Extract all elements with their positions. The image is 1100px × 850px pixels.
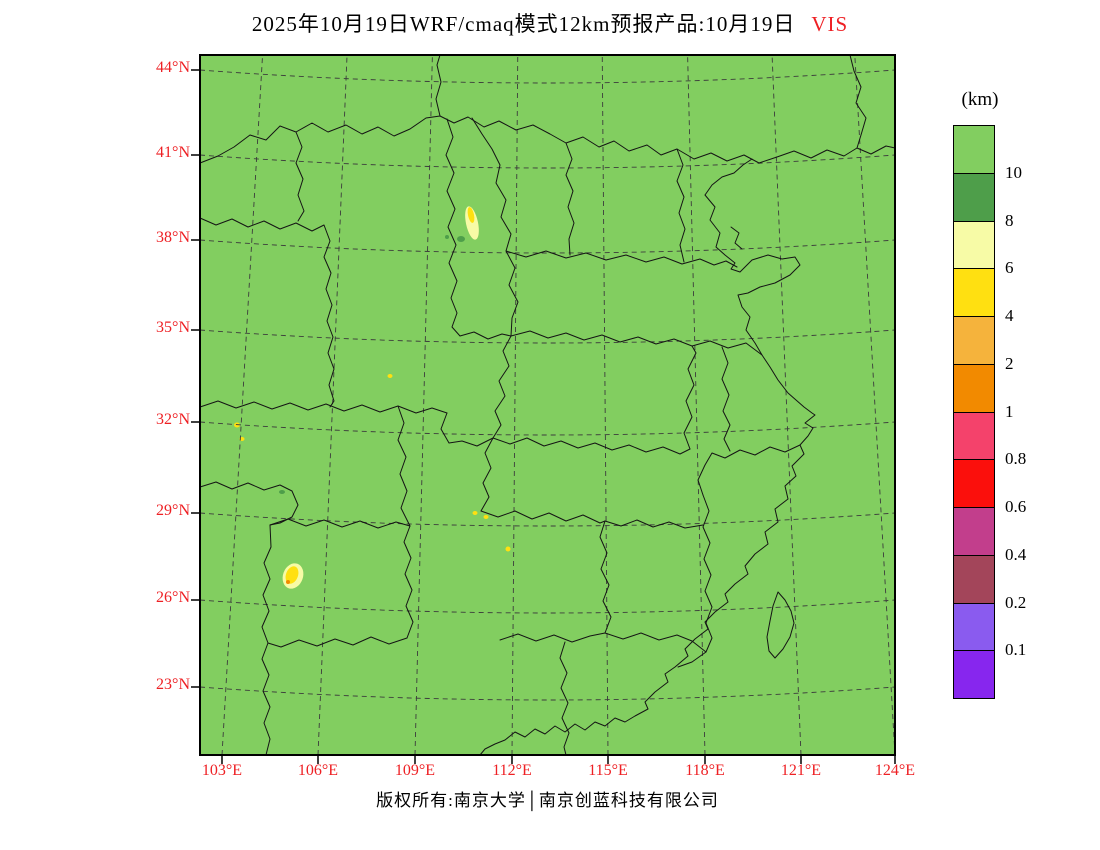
colorbar-cell-11 xyxy=(953,650,995,699)
map-area xyxy=(191,54,896,764)
colorbar-tick-label: 0.1 xyxy=(1005,640,1027,660)
boundary-path xyxy=(199,481,299,526)
lon-axis-label: 124°E xyxy=(874,762,916,779)
colorbar-tick-label: 10 xyxy=(1005,162,1022,182)
title-text: 2025年10月19日WRF/cmaq模式12km预报产品:10月19日 xyxy=(251,12,796,36)
colorbar-cell-0 xyxy=(953,125,995,174)
lon-axis-label: 106°E xyxy=(297,762,339,779)
boundary-path xyxy=(766,591,795,659)
colorbar-tick-label: 6 xyxy=(1005,258,1014,278)
colorbar-cell-5 xyxy=(953,363,995,413)
lon-axis-label: 118°E xyxy=(685,762,725,779)
low-visibility-spots xyxy=(234,206,511,589)
low-visibility-spot xyxy=(457,236,465,242)
low-visibility-spot xyxy=(387,374,393,378)
colorbar-tick-label: 0.6 xyxy=(1005,497,1027,516)
lon-axis-label: 121°E xyxy=(780,762,822,779)
lat-axis-label: 29°N xyxy=(156,502,190,519)
low-visibility-spot xyxy=(483,515,489,519)
boundary-path xyxy=(480,437,494,512)
boundary-path xyxy=(269,518,411,529)
lon-axis-label: 109°E xyxy=(394,762,436,779)
colorbar-cell-2 xyxy=(953,220,995,270)
boundary-path xyxy=(471,117,519,337)
boundary-path xyxy=(505,250,738,268)
lat-axis-label: 23°N xyxy=(156,676,190,693)
boundary-path xyxy=(403,525,414,639)
low-visibility-spot xyxy=(505,546,511,552)
boundary-path xyxy=(479,194,816,756)
boundary-path xyxy=(721,346,731,452)
boundary-path xyxy=(435,54,442,117)
colorbar-cell-6 xyxy=(953,411,995,461)
lat-axis-label: 44°N xyxy=(156,59,190,76)
boundary-path xyxy=(599,520,612,634)
boundary-path xyxy=(565,142,575,256)
boundary-path xyxy=(849,54,867,149)
boundary-path xyxy=(295,131,305,222)
boundary-path xyxy=(397,405,411,527)
lat-axis-label: 26°N xyxy=(156,589,190,606)
lat-axis-label: 35°N xyxy=(156,319,190,336)
visibility-map xyxy=(191,54,896,764)
boundary-path xyxy=(510,330,763,356)
boundary-path xyxy=(499,632,707,653)
boundary-path xyxy=(683,345,697,450)
low-visibility-spot xyxy=(286,580,290,584)
map-background xyxy=(200,55,895,755)
boundary-path xyxy=(559,641,570,756)
colorbar-tick-label: 8 xyxy=(1005,210,1014,230)
colorbar-tick-label: 0.8 xyxy=(1005,449,1027,469)
low-visibility-spot xyxy=(279,490,285,494)
lat-axis-label: 32°N xyxy=(156,411,190,428)
legend-unit-label: (km) xyxy=(961,89,999,110)
page-title: 2025年10月19日WRF/cmaq模式12km预报产品:10月19日 VIS xyxy=(0,8,1100,38)
lon-axis-label: 112°E xyxy=(492,762,532,779)
colorbar-cell-10 xyxy=(953,602,995,652)
boundary-path xyxy=(492,335,512,439)
copyright-text: 版权所有:南京大学│南京创蓝科技有限公司 xyxy=(376,791,719,810)
boundary-path xyxy=(440,412,494,447)
boundary-path xyxy=(199,400,448,414)
boundary-path xyxy=(492,437,691,455)
boundary-path xyxy=(697,444,801,496)
boundary-path xyxy=(261,524,272,644)
colorbar-cell-9 xyxy=(953,554,995,604)
low-visibility-spot xyxy=(285,566,299,584)
latlon-gridlines xyxy=(199,54,896,756)
boundary-path xyxy=(480,510,606,524)
colorbar-cell-4 xyxy=(953,316,995,365)
lat-axis-label: 38°N xyxy=(156,229,190,246)
boundary-path xyxy=(199,217,335,408)
boundary-path xyxy=(730,226,743,250)
colorbar-cell-3 xyxy=(953,268,995,317)
boundary-path xyxy=(261,642,271,756)
map-border xyxy=(199,54,896,756)
lon-axis-label: 115°E xyxy=(588,762,628,779)
low-visibility-spot xyxy=(472,511,478,515)
colorbar-cell-1 xyxy=(953,172,995,222)
title-variable: VIS xyxy=(811,12,849,36)
low-visibility-spot xyxy=(467,207,475,223)
boundary-path xyxy=(199,115,896,164)
boundary-path xyxy=(676,148,686,263)
axis-ticks xyxy=(191,69,896,764)
colorbar-tick-label: 2 xyxy=(1005,353,1014,373)
colorbar-tick-label: 1 xyxy=(1005,401,1014,421)
boundary-path xyxy=(704,158,753,196)
boundary-path xyxy=(445,118,512,340)
province-boundaries xyxy=(199,54,896,756)
boundary-path xyxy=(604,519,704,529)
colorbar-tick-label: 0.2 xyxy=(1005,592,1027,612)
lon-axis-label: 103°E xyxy=(201,762,243,779)
colorbar-cell-8 xyxy=(953,507,995,556)
colorbar-cells xyxy=(953,125,995,699)
low-visibility-spot xyxy=(445,235,449,239)
colorbar-tick-label: 4 xyxy=(1005,306,1014,325)
boundary-path xyxy=(267,636,408,648)
colorbar-tick-label: 0.4 xyxy=(1005,544,1027,564)
lat-axis-label: 41°N xyxy=(156,144,190,161)
colorbar-cell-7 xyxy=(953,459,995,508)
